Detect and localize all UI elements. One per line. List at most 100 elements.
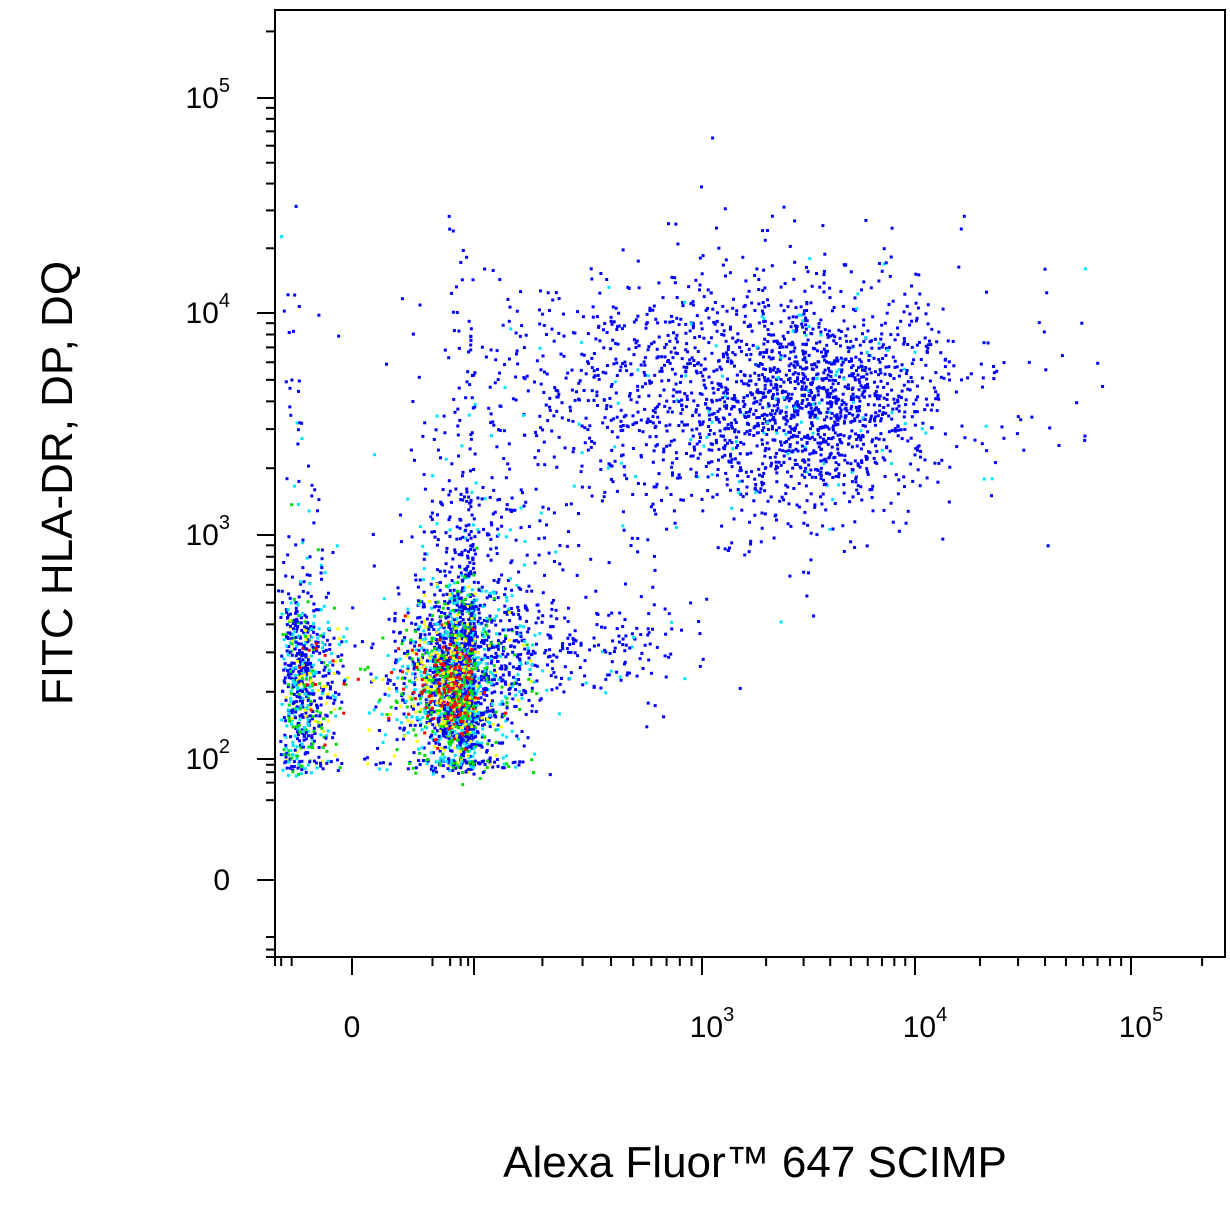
data-point — [541, 312, 545, 316]
data-point — [822, 269, 826, 273]
data-point — [675, 296, 679, 299]
data-point — [805, 397, 809, 401]
data-point — [501, 673, 505, 677]
data-point — [628, 392, 632, 395]
data-point — [862, 375, 865, 379]
data-point — [592, 636, 596, 640]
data-point — [735, 380, 738, 384]
data-point — [449, 639, 453, 643]
data-point — [290, 765, 294, 768]
data-point — [652, 603, 656, 607]
data-point — [434, 684, 438, 688]
data-point — [294, 710, 298, 714]
data-point — [805, 319, 809, 323]
data-point — [525, 619, 529, 623]
data-point — [734, 435, 738, 439]
data-point — [413, 640, 417, 644]
data-point — [326, 620, 330, 624]
data-point — [319, 634, 323, 638]
data-point — [427, 703, 431, 707]
data-point — [298, 718, 302, 722]
data-point — [296, 652, 299, 655]
data-point — [747, 383, 751, 387]
data-point — [526, 630, 530, 634]
data-point — [441, 593, 445, 597]
data-point — [835, 356, 839, 360]
data-point — [507, 319, 511, 323]
data-point — [319, 761, 322, 765]
data-point — [814, 451, 818, 455]
data-point — [686, 423, 689, 427]
data-point — [556, 389, 560, 393]
data-point — [747, 289, 751, 293]
data-point — [1057, 444, 1061, 447]
data-point — [400, 297, 404, 301]
data-point — [698, 420, 701, 424]
data-point — [608, 463, 612, 467]
data-point — [749, 324, 752, 328]
data-point — [289, 612, 292, 616]
data-point — [804, 436, 808, 439]
data-point — [487, 533, 491, 537]
data-point — [302, 644, 306, 648]
data-point — [519, 526, 523, 530]
data-point — [488, 614, 492, 618]
data-point — [569, 650, 573, 654]
data-point — [461, 470, 465, 474]
data-point — [837, 472, 841, 476]
data-point — [579, 641, 583, 645]
data-point — [301, 538, 305, 542]
data-point — [857, 378, 861, 382]
data-point — [284, 719, 288, 723]
data-point — [488, 756, 492, 760]
data-point — [592, 644, 596, 648]
data-point — [878, 262, 881, 265]
data-point — [668, 443, 672, 447]
data-point — [504, 535, 508, 539]
data-point — [438, 737, 442, 741]
data-point — [763, 305, 767, 309]
data-point — [304, 653, 308, 657]
data-point — [743, 403, 747, 406]
data-point — [497, 533, 501, 537]
data-point — [635, 421, 639, 425]
data-point — [455, 723, 459, 727]
data-point — [856, 373, 860, 377]
data-point — [734, 421, 738, 424]
data-point — [601, 421, 605, 425]
data-point — [444, 650, 448, 654]
data-point — [439, 615, 443, 619]
data-point — [836, 381, 840, 385]
data-point — [423, 487, 427, 491]
data-point — [775, 339, 779, 343]
data-point — [596, 613, 600, 616]
data-point — [429, 659, 432, 663]
data-point — [725, 404, 729, 408]
data-point — [726, 423, 730, 427]
data-point — [487, 739, 491, 743]
data-point — [675, 333, 679, 337]
data-point — [672, 438, 676, 442]
data-point — [771, 438, 775, 442]
data-point — [865, 377, 869, 381]
data-point — [841, 392, 845, 396]
data-point — [488, 617, 492, 621]
data-point — [641, 385, 644, 389]
data-point — [469, 498, 473, 502]
data-point — [716, 418, 720, 421]
data-point — [473, 656, 477, 660]
data-point — [463, 731, 467, 735]
data-point — [291, 633, 295, 637]
data-point — [664, 424, 668, 428]
data-point — [479, 674, 483, 678]
data-point — [948, 378, 951, 382]
data-point — [466, 576, 470, 579]
data-point — [944, 357, 947, 361]
data-point — [302, 666, 306, 670]
data-point — [621, 510, 625, 514]
data-point — [452, 759, 456, 763]
data-point — [424, 637, 428, 641]
data-point — [572, 638, 576, 642]
data-point — [873, 380, 876, 384]
data-point — [860, 375, 864, 379]
